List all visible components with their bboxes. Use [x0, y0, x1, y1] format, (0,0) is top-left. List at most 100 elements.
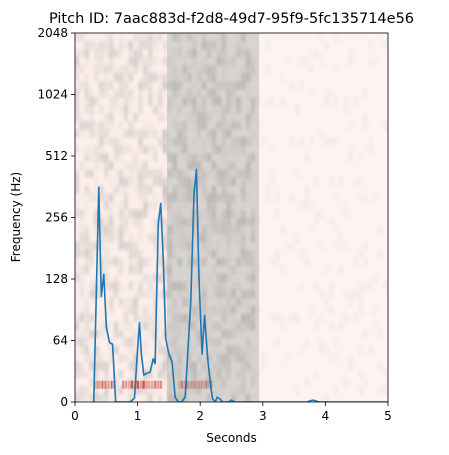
- spectrogram-cell: [378, 385, 383, 395]
- spectrogram-cell: [99, 57, 104, 66]
- spectrogram-cell: [75, 329, 79, 339]
- spectrogram-cell: [84, 73, 89, 82]
- spectrogram-cell: [167, 153, 172, 162]
- spectrogram-cell: [319, 57, 324, 66]
- spectrogram-cell: [119, 89, 123, 98]
- spectrogram-cell: [153, 105, 158, 114]
- spectrogram-cell: [358, 289, 363, 299]
- spectrogram-cell: [231, 145, 236, 154]
- spectrogram-cell: [109, 209, 114, 218]
- spectrogram-cell: [148, 81, 153, 90]
- spectrogram-cell: [177, 329, 182, 339]
- spectrogram-cell: [99, 241, 104, 250]
- spectrogram-cell: [158, 257, 163, 267]
- spectrogram-cell: [251, 73, 255, 82]
- spectrogram-cell: [143, 65, 148, 74]
- spectrogram-cell: [89, 329, 94, 339]
- spectrogram-cell: [216, 89, 221, 98]
- spectrogram-cell: [211, 201, 216, 210]
- spectrogram-cell: [143, 209, 148, 218]
- spectrogram-cell: [109, 217, 114, 226]
- spectrogram-cell: [133, 49, 138, 58]
- spectrogram-cell: [182, 73, 187, 82]
- spectrogram-cell: [79, 49, 84, 58]
- spectrogram-cell: [75, 353, 79, 363]
- x-tick-label: 5: [384, 409, 392, 423]
- spectrogram-cell: [202, 241, 207, 250]
- spectrogram-cell: [123, 241, 128, 250]
- spectrogram-cell: [187, 361, 192, 371]
- spectrogram-cell: [236, 353, 241, 363]
- spectrogram-cell: [226, 297, 231, 307]
- spectrogram-cell: [114, 329, 119, 339]
- spectrogram-cell: [299, 57, 304, 66]
- spectrogram-cell: [177, 313, 182, 323]
- spectrogram-cell: [358, 281, 363, 291]
- spectrogram-cell: [167, 209, 172, 218]
- spectrogram-cell: [177, 209, 182, 218]
- spectrogram-cell: [187, 337, 192, 347]
- spectrogram-cell: [75, 57, 79, 66]
- spectrogram-cell: [104, 393, 109, 402]
- spectrogram-cell: [158, 369, 163, 379]
- spectrogram-cell: [290, 137, 295, 146]
- spectrogram-cell: [226, 225, 231, 234]
- spectrogram-cell: [99, 41, 104, 50]
- spectrogram-cell: [373, 273, 378, 283]
- spectrogram-cell: [119, 145, 123, 154]
- spectrogram-cell: [99, 393, 104, 402]
- spectrogram-cell: [255, 97, 260, 106]
- spectrogram-cell: [309, 305, 314, 315]
- spectrogram-cell: [241, 185, 246, 194]
- spectrogram-cell: [84, 193, 89, 202]
- spectrogram-cell: [128, 329, 133, 339]
- spectrogram-cell: [148, 289, 153, 299]
- spectrogram-cell: [343, 209, 348, 218]
- spectrogram-cell: [177, 49, 182, 58]
- spectrogram-cell: [153, 153, 158, 162]
- spectrogram-cell: [109, 97, 114, 106]
- spectrogram-cell: [363, 257, 368, 267]
- spectrogram-cell: [343, 97, 348, 106]
- spectrogram-cell: [177, 241, 182, 250]
- spectrogram-cell: [231, 137, 236, 146]
- spectrogram-cell: [133, 249, 138, 259]
- spectrogram-cell: [216, 217, 221, 226]
- spectrogram-cell: [251, 249, 255, 259]
- spectrogram-cell: [163, 273, 167, 283]
- spectrogram-cell: [109, 281, 114, 291]
- spectrogram-cell: [241, 241, 246, 250]
- spectrogram-cell: [182, 169, 187, 178]
- spectrogram-cell: [143, 177, 148, 186]
- spectrogram-cell: [158, 249, 163, 259]
- spectrogram-cell: [231, 193, 236, 202]
- spectrogram-cell: [251, 105, 255, 114]
- spectrogram-cell: [104, 89, 109, 98]
- spectrogram-cell: [251, 217, 255, 226]
- spectrogram-cell: [84, 321, 89, 331]
- spectrogram-cell: [202, 361, 207, 371]
- spectrogram-cell: [246, 137, 251, 146]
- spectrogram-cell: [128, 305, 133, 315]
- spectrogram-cell: [128, 281, 133, 291]
- spectrogram-cell: [348, 297, 353, 307]
- spectrogram-cell: [241, 233, 246, 242]
- spectrogram-cell: [216, 97, 221, 106]
- spectrogram-cell: [148, 201, 153, 210]
- spectrogram-cell: [109, 305, 114, 315]
- spectrogram-cell: [251, 57, 255, 66]
- spectrogram-cell: [211, 73, 216, 82]
- spectrogram-cell: [373, 193, 378, 202]
- spectrogram-cell: [231, 321, 236, 331]
- spectrogram-cell: [84, 233, 89, 242]
- spectrogram-cell: [119, 105, 123, 114]
- spectrogram-cell: [128, 73, 133, 82]
- spectrogram-cell: [202, 65, 207, 74]
- spectrogram-cell: [167, 377, 172, 387]
- spectrogram-cell: [177, 137, 182, 146]
- spectrogram-cell: [94, 353, 99, 363]
- spectrogram-cell: [226, 257, 231, 267]
- spectrogram-cell: [138, 137, 143, 146]
- spectrogram-cell: [123, 209, 128, 218]
- spectrogram-cell: [138, 185, 143, 194]
